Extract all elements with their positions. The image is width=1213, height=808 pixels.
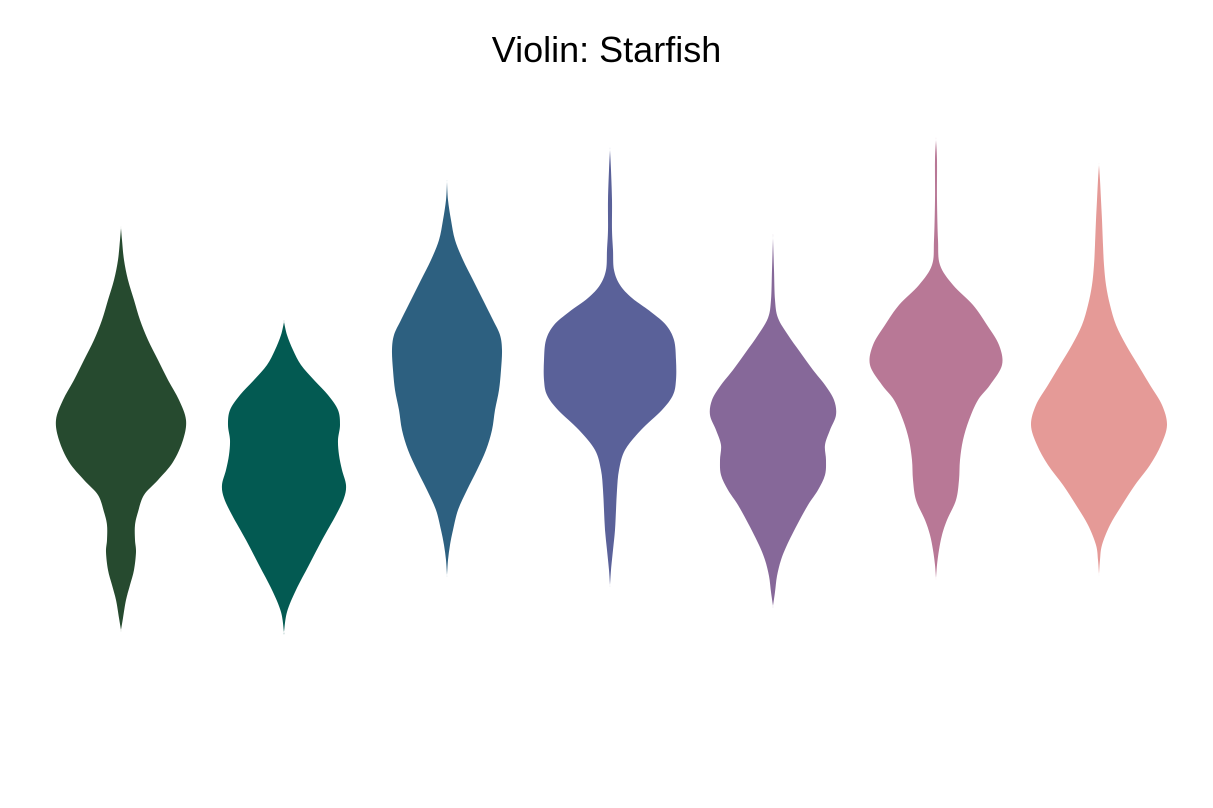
violin-4	[544, 148, 677, 587]
violin-1	[56, 227, 186, 632]
violin-3	[392, 180, 502, 577]
violin-2	[222, 320, 346, 634]
violin-7	[1031, 163, 1167, 576]
violin-6	[869, 138, 1002, 580]
violin-5	[710, 234, 836, 608]
violins-group	[56, 138, 1167, 635]
